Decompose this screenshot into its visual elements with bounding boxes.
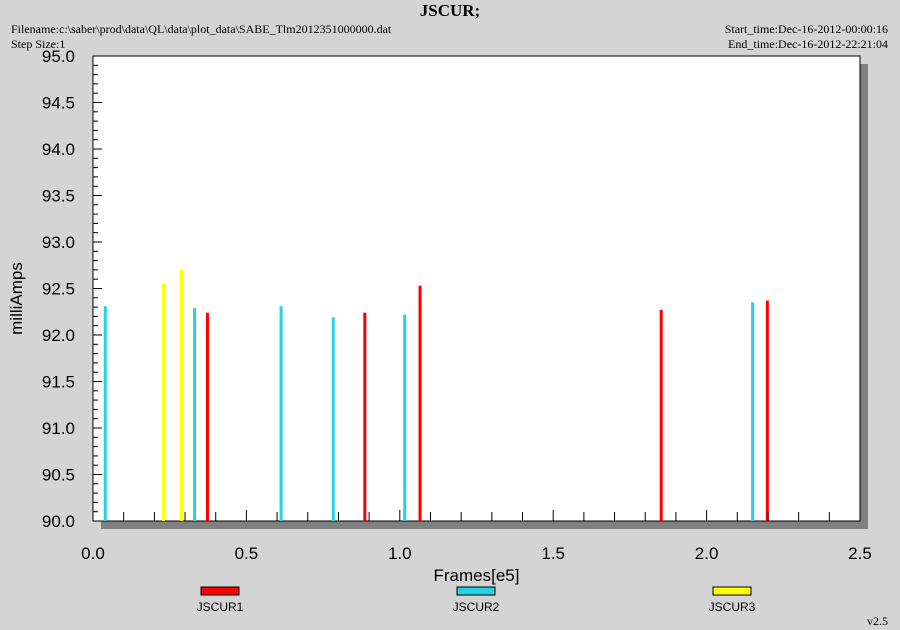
bar-jscur3-1 — [179, 269, 183, 521]
y-tick-label: 92.5 — [42, 280, 75, 299]
x-tick-label: 2.0 — [695, 544, 719, 563]
x-axis-label: Frames[e5] — [434, 566, 520, 585]
start-time-label: Start_time:Dec-16-2012-00:00:16 — [724, 22, 888, 36]
x-tick-label: 1.5 — [541, 544, 565, 563]
bar-jscur1-4 — [765, 300, 769, 521]
y-tick-label: 90.0 — [42, 512, 75, 531]
legend-swatch-jscur2 — [456, 586, 496, 596]
legend-label-jscur2: JSCUR2 — [453, 600, 500, 614]
y-tick-label: 93.5 — [42, 187, 75, 206]
legend-swatch-jscur3 — [712, 586, 752, 596]
bar-jscur2-5 — [751, 302, 755, 521]
y-tick-label: 92.0 — [42, 326, 75, 345]
x-tick-label: 1.0 — [388, 544, 412, 563]
bar-jscur1-3 — [659, 309, 663, 521]
legend-label-jscur1: JSCUR1 — [197, 600, 244, 614]
y-tick-label: 93.0 — [42, 233, 75, 252]
bar-jscur1-1 — [363, 312, 367, 521]
bar-jscur2-0 — [103, 306, 107, 521]
filename-label: Filename:c:\saber\prod\data\QL\data\plot… — [11, 22, 392, 36]
x-tick-label: 2.5 — [848, 544, 872, 563]
bar-jscur2-2 — [279, 306, 283, 521]
x-tick-label: 0.5 — [235, 544, 259, 563]
bar-jscur2-4 — [403, 314, 407, 521]
end-time-label: End_time:Dec-16-2012-22:21:04 — [728, 37, 888, 51]
y-axis-label: milliAmps — [7, 262, 26, 335]
bar-jscur3-0 — [162, 283, 166, 521]
legend-swatch-jscur1 — [200, 586, 240, 596]
y-tick-label: 94.5 — [42, 94, 75, 113]
y-tick-label: 95.0 — [42, 47, 75, 66]
step-size-label: Step Size:1 — [11, 37, 66, 51]
y-tick-label: 91.0 — [42, 419, 75, 438]
bar-jscur1-2 — [418, 285, 422, 521]
y-tick-label: 94.0 — [42, 140, 75, 159]
bar-jscur1-0 — [205, 312, 209, 521]
bar-jscur2-1 — [193, 308, 197, 521]
bar-jscur2-3 — [331, 317, 335, 521]
y-tick-label: 90.5 — [42, 466, 75, 485]
legend-label-jscur3: JSCUR3 — [709, 600, 756, 614]
y-tick-label: 91.5 — [42, 373, 75, 392]
x-tick-label: 0.0 — [81, 544, 105, 563]
chart-title: JSCUR; — [419, 1, 481, 20]
plot-area — [92, 55, 861, 522]
version-label: v2.5 — [867, 614, 888, 628]
